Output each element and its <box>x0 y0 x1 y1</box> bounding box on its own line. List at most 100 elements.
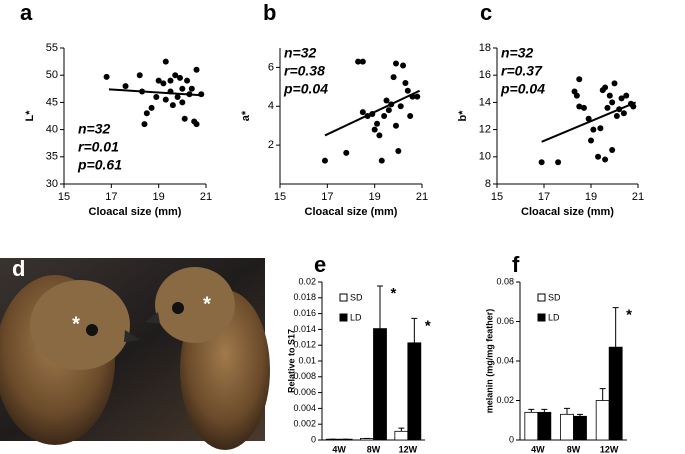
photo <box>0 258 270 450</box>
y-tick-label: 0.01 <box>298 355 316 365</box>
point <box>172 72 179 79</box>
legend-label: SD <box>350 292 363 302</box>
point <box>378 157 385 164</box>
y-tick-label: 16 <box>479 69 491 81</box>
stat-annotation: p=0.04 <box>283 81 328 97</box>
point <box>136 72 143 79</box>
quail-beak <box>145 312 160 324</box>
stat-annotation: p=0.04 <box>500 81 545 97</box>
point <box>390 74 397 81</box>
point <box>573 92 580 99</box>
x-axis-title: Cloacal size (mm) <box>89 206 182 218</box>
point <box>618 95 625 102</box>
point <box>585 115 592 122</box>
quail-left-head <box>30 280 130 370</box>
point <box>392 122 399 129</box>
x-tick-label: 8W <box>567 444 581 454</box>
point <box>392 60 399 67</box>
point <box>141 121 148 128</box>
y-tick-label: 30 <box>46 178 58 190</box>
point <box>400 62 407 69</box>
panel-label: d <box>12 256 25 281</box>
y-tick-label: 0.06 <box>496 316 514 326</box>
point <box>193 121 200 128</box>
error-bar <box>398 427 405 432</box>
x-tick-label: 12W <box>600 444 619 454</box>
point <box>602 156 609 163</box>
point <box>179 85 186 92</box>
y-tick-label: 0.008 <box>293 371 316 381</box>
point <box>343 149 350 156</box>
legend-swatch <box>339 313 348 322</box>
y-tick-label: 2 <box>268 139 274 151</box>
point <box>609 99 616 106</box>
bar <box>394 430 409 441</box>
y-tick-label: 0.08 <box>496 276 514 286</box>
point <box>590 126 597 133</box>
panel-label: e <box>314 252 326 277</box>
point <box>538 159 545 166</box>
point <box>595 153 602 160</box>
point <box>576 103 583 110</box>
x-tick-label: 21 <box>416 191 428 203</box>
x-tick-label: 8W <box>367 444 381 454</box>
y-tick-label: 35 <box>46 151 58 163</box>
point <box>555 159 562 166</box>
y-tick-label: 18 <box>479 42 491 54</box>
stat-annotation: n=32 <box>501 45 534 61</box>
point <box>188 85 195 92</box>
stat-annotation: r=0.38 <box>284 63 325 79</box>
point <box>148 104 155 111</box>
y-axis-title: b* <box>457 110 469 122</box>
point <box>359 58 366 65</box>
point <box>381 113 388 119</box>
point <box>122 83 129 90</box>
asterisk: * <box>203 293 211 315</box>
x-tick-label: 19 <box>369 191 381 203</box>
point <box>374 120 381 127</box>
point <box>155 77 162 84</box>
point <box>609 147 616 153</box>
x-tick-label: 15 <box>274 191 286 203</box>
legend-label: LD <box>350 312 362 322</box>
x-tick-label: 17 <box>105 191 117 203</box>
y-tick-label: 40 <box>46 124 58 136</box>
trendline <box>541 101 637 143</box>
y-tick-label: 55 <box>46 42 58 54</box>
error-bar <box>612 307 619 348</box>
point <box>162 58 169 65</box>
panel-label: c <box>480 0 492 25</box>
point <box>160 80 167 87</box>
x-axis-title: Cloacal size (mm) <box>521 206 614 218</box>
x-tick-label: 17 <box>321 191 333 203</box>
point <box>143 110 150 117</box>
asterisk: * <box>72 313 80 335</box>
bar <box>524 411 539 441</box>
error-bar <box>564 407 570 415</box>
point <box>321 157 328 164</box>
error-bar <box>377 285 383 329</box>
bar <box>560 413 574 441</box>
point <box>153 93 160 100</box>
point <box>606 92 613 99</box>
point <box>359 109 366 116</box>
panel-label: a <box>20 0 33 25</box>
y-axis-title: a* <box>240 110 252 121</box>
point <box>613 113 620 119</box>
point <box>371 126 378 133</box>
y-tick-label: 14 <box>479 96 491 108</box>
x-tick-label: 19 <box>585 191 597 203</box>
y-tick-label: 12 <box>479 124 491 136</box>
stat-annotation: p=0.61 <box>77 157 122 173</box>
quail-eye <box>86 324 98 336</box>
stat-annotation: r=0.01 <box>78 139 119 155</box>
bar <box>373 328 387 441</box>
stat-annotation: n=32 <box>284 45 317 61</box>
panel-label: b <box>263 0 276 25</box>
bar <box>407 342 422 441</box>
x-tick-label: 4W <box>531 444 545 454</box>
point <box>414 93 421 100</box>
significance-mark: * <box>626 307 632 324</box>
y-tick-label: 0.02 <box>298 276 316 286</box>
error-bar <box>541 408 548 413</box>
